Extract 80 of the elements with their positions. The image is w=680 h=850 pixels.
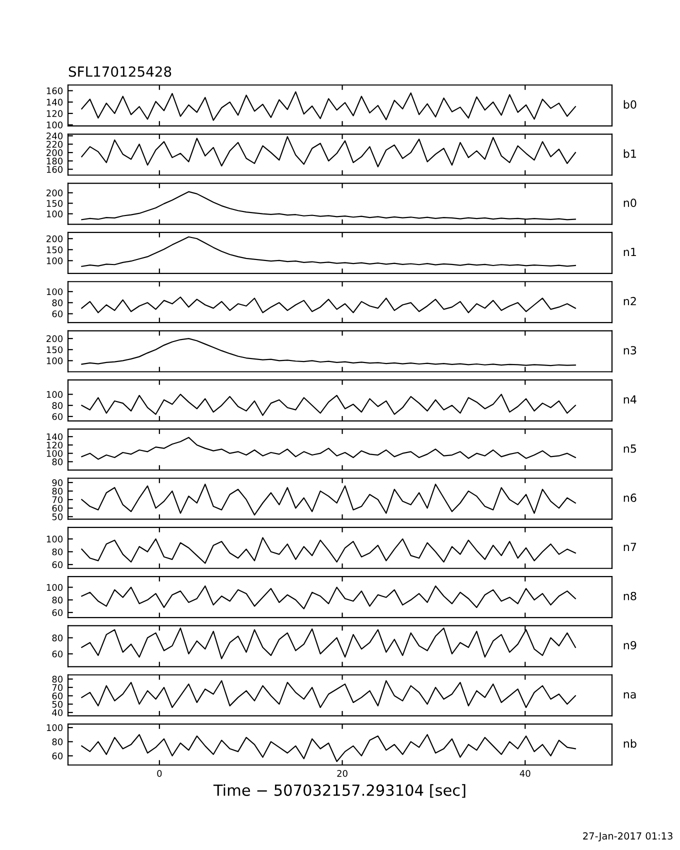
line-series: [81, 484, 576, 516]
y-tick-label: 40: [52, 709, 63, 716]
text: n5: [624, 444, 636, 453]
text: b0: [624, 100, 636, 109]
y-tick-label: 120: [46, 110, 63, 118]
y-tick-label: 60: [52, 609, 63, 616]
y-tick-label: 80: [52, 402, 63, 409]
y-tick-label: 220: [46, 140, 63, 148]
y-tick-label: 200: [46, 335, 63, 342]
y-tick-label: 200: [46, 189, 63, 196]
line-series: [81, 734, 576, 762]
y-tick-label: 100: [46, 122, 63, 128]
text: n4: [624, 395, 636, 404]
x-tick-label: 40: [520, 770, 530, 777]
y-tick-label: 70: [52, 684, 63, 691]
text: nb: [624, 739, 636, 748]
y-tick-label: 50: [52, 513, 63, 520]
y-tick-label: 200: [46, 235, 63, 242]
text: n7: [624, 542, 636, 551]
x-tick-label: 20: [337, 770, 348, 777]
y-tick-label: 100: [46, 536, 63, 542]
line-series: [81, 585, 576, 610]
y-tick-label: 50: [52, 700, 63, 708]
y-tick-label: 60: [52, 650, 63, 658]
y-tick-label: 100: [46, 724, 63, 732]
y-tick-label: 60: [52, 504, 63, 512]
y-tick-label: 60: [52, 413, 63, 420]
y-tick-label: 60: [52, 561, 63, 568]
y-tick-label: 100: [46, 210, 63, 218]
y-tick-label: 80: [52, 488, 63, 495]
y-tick-label: 100: [46, 288, 63, 296]
y-tick-label: 80: [52, 548, 63, 556]
y-tick-label: 80: [52, 676, 63, 683]
y-tick-label: 140: [46, 433, 63, 440]
text: n0: [624, 198, 636, 208]
y-tick-label: 80: [52, 299, 63, 306]
y-tick-label: 60: [52, 752, 63, 760]
line-series: [81, 436, 576, 460]
y-tick-label: 160: [46, 87, 63, 94]
line-series: [81, 680, 576, 708]
text: n3: [624, 346, 636, 354]
text: n1: [624, 248, 636, 256]
y-tick-label: 100: [46, 391, 63, 398]
y-tick-label: 150: [46, 346, 63, 354]
text: n9: [624, 641, 636, 650]
text: n6: [624, 494, 636, 502]
text: na: [624, 692, 636, 699]
x-axis-title: Time − 507032157.293104 [sec]: [213, 784, 466, 798]
y-tick-label: 80: [52, 738, 63, 746]
text: b1: [624, 149, 636, 158]
text: 27-Jan-2017 01:13: [583, 832, 672, 842]
y-tick-label: 60: [52, 310, 63, 318]
y-tick-label: 150: [46, 246, 63, 254]
y-tick-label: 100: [46, 357, 63, 364]
line-series: [81, 191, 576, 220]
line-series: [81, 236, 576, 267]
line-series: [81, 296, 576, 314]
line-series: [81, 537, 576, 564]
text: n2: [624, 296, 636, 306]
y-tick-label: 240: [46, 132, 63, 140]
y-tick-label: 90: [52, 479, 63, 486]
y-tick-label: 150: [46, 200, 63, 207]
y-tick-label: 80: [52, 596, 63, 604]
y-tick-label: 120: [46, 442, 63, 449]
chart-title: SFL170125428: [68, 66, 172, 77]
y-tick-label: 100: [46, 257, 63, 264]
line-series: [81, 91, 576, 121]
y-tick-label: 100: [46, 584, 63, 591]
y-tick-label: 60: [52, 692, 63, 700]
x-tick-label: 0: [157, 770, 162, 777]
text: n8: [624, 592, 636, 600]
y-tick-label: 160: [46, 166, 63, 173]
y-tick-label: 80: [52, 634, 63, 642]
y-tick-label: 200: [46, 149, 63, 156]
y-tick-label: 140: [46, 98, 63, 106]
y-tick-label: 70: [52, 496, 63, 504]
y-tick-label: 100: [46, 450, 63, 457]
y-tick-label: 180: [46, 158, 63, 164]
y-tick-label: 80: [52, 458, 63, 466]
line-series: [81, 394, 576, 416]
